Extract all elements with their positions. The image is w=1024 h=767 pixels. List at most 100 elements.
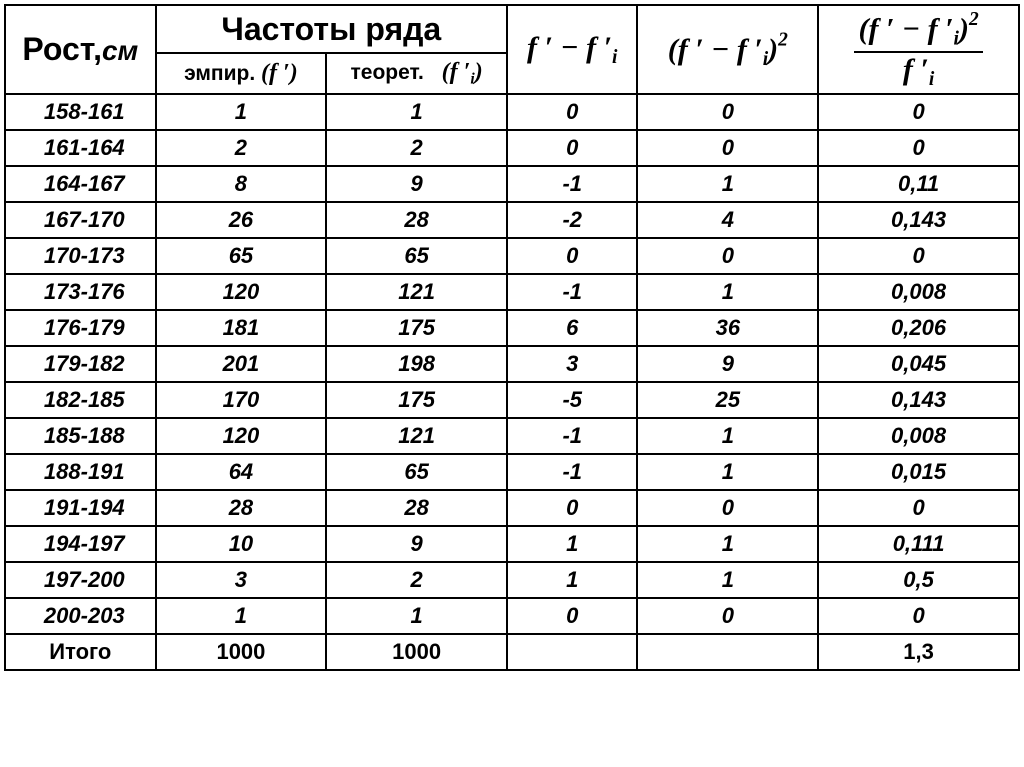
cell-range: 164-167 <box>5 166 156 202</box>
table-row: 197-20032110,5 <box>5 562 1019 598</box>
cell-range: 182-185 <box>5 382 156 418</box>
cell-diff: -1 <box>507 166 638 202</box>
cell-chi: 0,045 <box>818 346 1019 382</box>
cell-emp: 170 <box>156 382 327 418</box>
header-rost: Рост,см <box>5 5 156 94</box>
cell-diff: 1 <box>507 526 638 562</box>
header-emp: эмпир. (f ′) <box>156 53 327 94</box>
cell-chi: 0,206 <box>818 310 1019 346</box>
rost-unit: см <box>102 35 138 66</box>
total-label: Итого <box>5 634 156 670</box>
total-teor: 1000 <box>326 634 507 670</box>
cell-teor: 2 <box>326 130 507 166</box>
cell-diff: -5 <box>507 382 638 418</box>
cell-emp: 3 <box>156 562 327 598</box>
cell-diff: 0 <box>507 130 638 166</box>
table-row: 185-188120121-110,008 <box>5 418 1019 454</box>
cell-sq: 1 <box>637 274 818 310</box>
table-row: 167-1702628-240,143 <box>5 202 1019 238</box>
cell-teor: 175 <box>326 382 507 418</box>
cell-emp: 28 <box>156 490 327 526</box>
cell-teor: 28 <box>326 202 507 238</box>
emp-label: эмпир. <box>184 62 255 85</box>
cell-emp: 65 <box>156 238 327 274</box>
cell-sq: 25 <box>637 382 818 418</box>
cell-teor: 198 <box>326 346 507 382</box>
teor-label: теорет. <box>351 61 424 84</box>
cell-sq: 4 <box>637 202 818 238</box>
cell-teor: 1 <box>326 94 507 130</box>
cell-range: 188-191 <box>5 454 156 490</box>
cell-teor: 121 <box>326 418 507 454</box>
cell-sq: 0 <box>637 598 818 634</box>
cell-chi: 0 <box>818 94 1019 130</box>
total-sq <box>637 634 818 670</box>
cell-teor: 2 <box>326 562 507 598</box>
cell-range: 170-173 <box>5 238 156 274</box>
chi-square-table: Рост,см Частоты ряда f ′ − f ′i (f ′ − f… <box>4 4 1020 671</box>
table-row: 200-20311000 <box>5 598 1019 634</box>
cell-teor: 28 <box>326 490 507 526</box>
cell-range: 173-176 <box>5 274 156 310</box>
cell-teor: 1 <box>326 598 507 634</box>
table-row: 158-16111000 <box>5 94 1019 130</box>
cell-chi: 0 <box>818 490 1019 526</box>
cell-emp: 10 <box>156 526 327 562</box>
table-row: 176-1791811756360,206 <box>5 310 1019 346</box>
cell-range: 194-197 <box>5 526 156 562</box>
cell-range: 200-203 <box>5 598 156 634</box>
cell-sq: 1 <box>637 454 818 490</box>
cell-teor: 121 <box>326 274 507 310</box>
cell-chi: 0,111 <box>818 526 1019 562</box>
cell-emp: 120 <box>156 418 327 454</box>
cell-emp: 201 <box>156 346 327 382</box>
cell-teor: 9 <box>326 526 507 562</box>
total-diff <box>507 634 638 670</box>
table-body: 158-16111000161-16422000164-16789-110,11… <box>5 94 1019 634</box>
table-row: 182-185170175-5250,143 <box>5 382 1019 418</box>
cell-diff: 6 <box>507 310 638 346</box>
table-row: 164-16789-110,11 <box>5 166 1019 202</box>
total-row: Итого 1000 1000 1,3 <box>5 634 1019 670</box>
cell-emp: 64 <box>156 454 327 490</box>
cell-chi: 0,015 <box>818 454 1019 490</box>
cell-sq: 0 <box>637 238 818 274</box>
cell-sq: 1 <box>637 526 818 562</box>
cell-emp: 8 <box>156 166 327 202</box>
cell-range: 191-194 <box>5 490 156 526</box>
cell-diff: 0 <box>507 598 638 634</box>
cell-emp: 120 <box>156 274 327 310</box>
header-teor: теорет. (f ′i) <box>326 53 507 94</box>
cell-sq: 0 <box>637 94 818 130</box>
cell-emp: 26 <box>156 202 327 238</box>
cell-diff: -1 <box>507 274 638 310</box>
cell-diff: 0 <box>507 238 638 274</box>
cell-emp: 1 <box>156 94 327 130</box>
cell-diff: 3 <box>507 346 638 382</box>
table-row: 194-197109110,111 <box>5 526 1019 562</box>
cell-sq: 1 <box>637 562 818 598</box>
cell-range: 197-200 <box>5 562 156 598</box>
cell-teor: 9 <box>326 166 507 202</box>
header-diff: f ′ − f ′i <box>507 5 638 94</box>
cell-diff: -1 <box>507 454 638 490</box>
cell-chi: 0 <box>818 238 1019 274</box>
table-row: 173-176120121-110,008 <box>5 274 1019 310</box>
cell-chi: 0,008 <box>818 418 1019 454</box>
cell-range: 158-161 <box>5 94 156 130</box>
cell-teor: 65 <box>326 238 507 274</box>
cell-diff: -2 <box>507 202 638 238</box>
cell-range: 161-164 <box>5 130 156 166</box>
header-sq: (f ′ − f ′i)2 <box>637 5 818 94</box>
total-chi: 1,3 <box>818 634 1019 670</box>
table-row: 188-1916465-110,015 <box>5 454 1019 490</box>
cell-range: 179-182 <box>5 346 156 382</box>
table-row: 161-16422000 <box>5 130 1019 166</box>
cell-sq: 0 <box>637 490 818 526</box>
cell-emp: 181 <box>156 310 327 346</box>
cell-emp: 1 <box>156 598 327 634</box>
cell-diff: -1 <box>507 418 638 454</box>
cell-diff: 0 <box>507 490 638 526</box>
cell-sq: 36 <box>637 310 818 346</box>
header-chi: (f ′ − f ′i)2 f ′i <box>818 5 1019 94</box>
